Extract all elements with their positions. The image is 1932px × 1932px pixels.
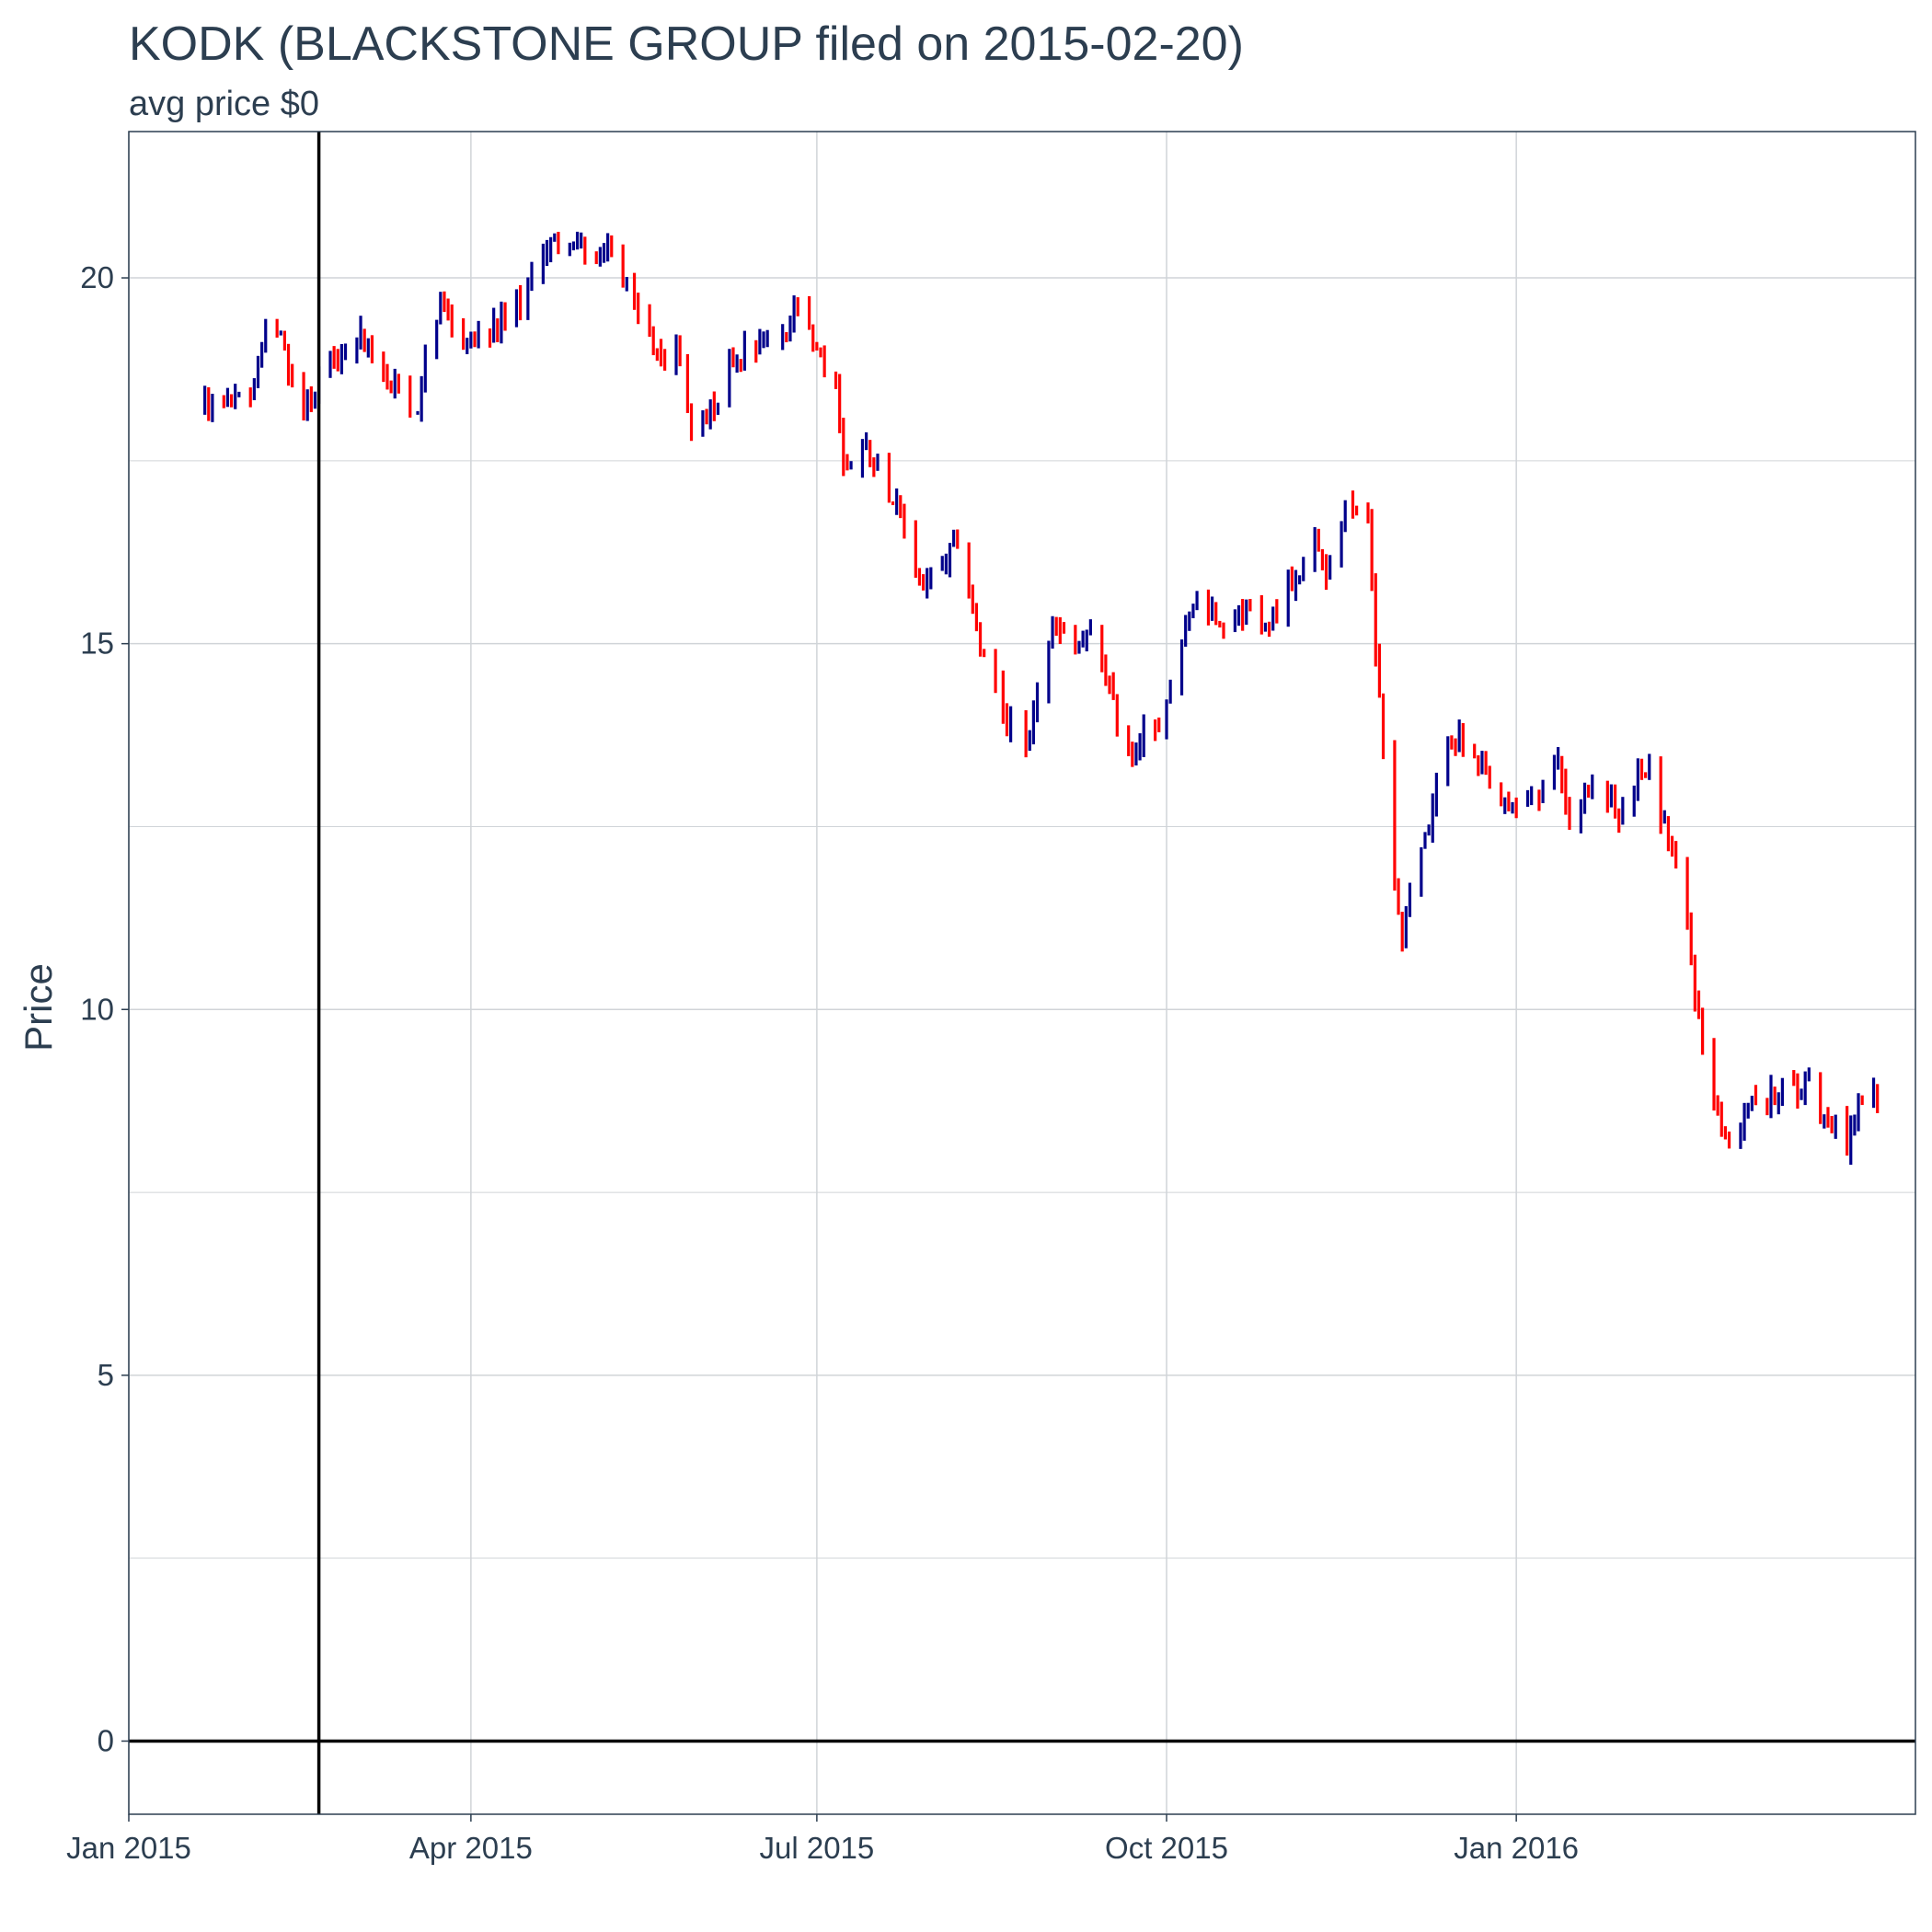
chart-subtitle: avg price $0 bbox=[129, 85, 320, 123]
chart-title: KODK (BLACKSTONE GROUP filed on 2015-02-… bbox=[129, 17, 1244, 71]
grid-layer bbox=[128, 132, 1915, 1814]
x-tick-label: Jan 2016 bbox=[1454, 1831, 1579, 1865]
x-axis: Jan 2015 Apr 2015 Jul 2015 Oct 2015 Jan 2016 bbox=[66, 1814, 1579, 1865]
y-tick-label: 0 bbox=[98, 1723, 114, 1757]
x-tick-label: Jan 2015 bbox=[66, 1831, 191, 1865]
x-tick-label: Apr 2015 bbox=[409, 1831, 533, 1865]
x-tick-label: Jul 2015 bbox=[759, 1831, 874, 1865]
candlestick-series bbox=[203, 231, 1880, 1165]
reference-lines bbox=[129, 132, 1915, 1814]
y-tick-label: 10 bbox=[80, 992, 114, 1026]
y-tick-label: 15 bbox=[80, 627, 114, 661]
y-axis: 0 5 10 15 20 bbox=[80, 260, 129, 1757]
plot-border bbox=[128, 131, 1916, 1815]
y-axis-title: Price bbox=[17, 963, 60, 1052]
x-tick-label: Oct 2015 bbox=[1105, 1831, 1228, 1865]
y-tick-label: 20 bbox=[80, 260, 114, 294]
y-tick-label: 5 bbox=[98, 1358, 114, 1392]
